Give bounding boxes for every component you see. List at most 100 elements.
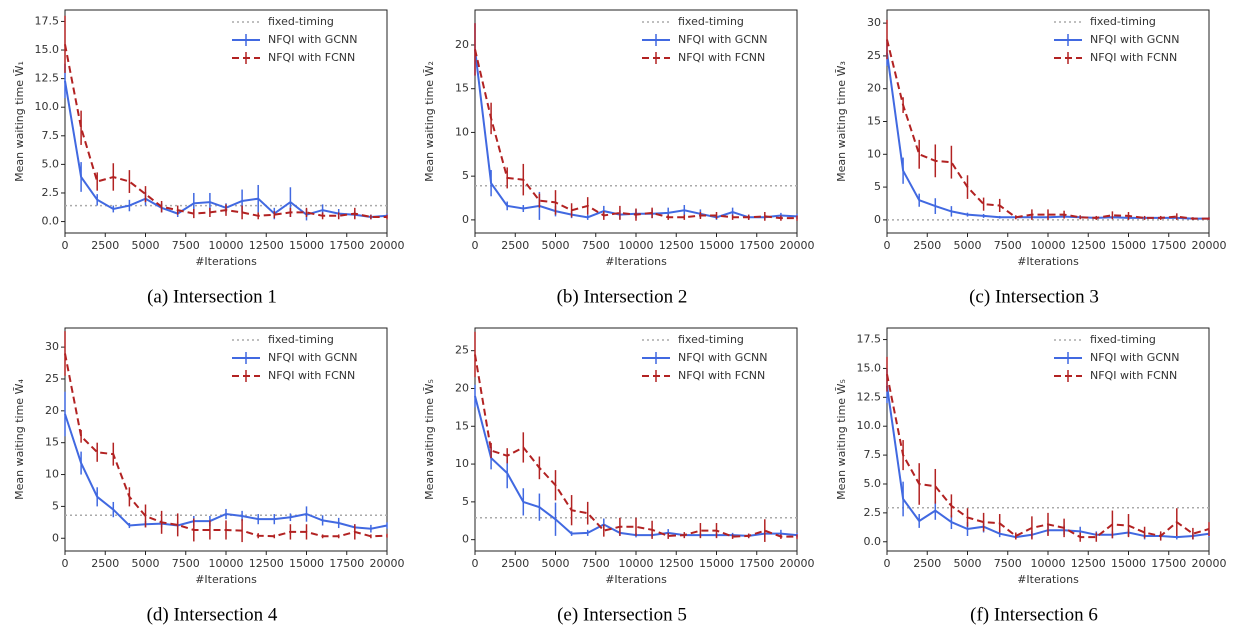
y-tick-label: 7.5 [42,129,60,142]
x-tick-label: 0 [472,557,479,570]
x-tick-label: 2500 [501,557,529,570]
y-axis-label: Mean waiting time W̄₅ [835,379,848,500]
legend-label: NFQI with GCNN [1090,351,1179,364]
legend-label: NFQI with FCNN [1090,51,1177,64]
series-line [64,44,387,218]
chart-panel: 0 5 10 15 20 25 30 0 2500 5000 7500 10000 12500 15000… [13,327,405,625]
x-tick-label: 15000 [289,239,324,252]
series-line [64,353,388,538]
x-tick-label: 7500 [172,557,200,570]
caption: (c) Intersection 3 [969,286,1099,307]
x-tick-label: 7500 [582,557,610,570]
series-line [886,374,1210,539]
y-tick-label: 15.0 [35,43,60,56]
chart-panel: 0.0 2.5 5.0 7.5 10.0 12.5 15.0 17.5 0 2500 5000 750… [13,9,405,307]
y-tick-label: 10.0 [857,419,882,432]
x-tick-label: 7500 [994,557,1022,570]
x-tick-label: 20000 [370,557,405,570]
x-tick-label: 17500 [1151,557,1186,570]
x-tick-label: 12500 [659,557,694,570]
series-line [64,413,388,530]
x-tick-label: 0 [472,239,479,252]
y-tick-label: 10.0 [35,100,60,113]
caption: (b) Intersection 2 [557,286,688,307]
y-tick-label: 30 [45,340,59,353]
legend-label: NFQI with GCNN [678,33,767,46]
y-tick-label: 7.5 [864,448,882,461]
caption: (d) Intersection 4 [147,604,278,625]
y-tick-label: 5.0 [864,477,882,490]
caption: (f) Intersection 6 [970,604,1098,625]
x-tick-label: 2500 [91,557,119,570]
y-tick-label: 2.5 [42,186,60,199]
y-tick-label: 17.5 [857,333,882,346]
y-tick-label: 12.5 [35,72,60,85]
y-tick-label: 15 [45,436,59,449]
legend-label: fixed-timing [678,15,744,28]
x-tick-label: 17500 [329,557,364,570]
x-tick-label: 15000 [699,557,734,570]
x-tick-label: 17500 [739,557,774,570]
x-axis-label: #Iterations [605,255,667,268]
x-tick-label: 17500 [739,239,774,252]
x-tick-label: 20000 [780,557,815,570]
y-tick-label: 0.0 [42,215,60,228]
chart-panel: 0.0 2.5 5.0 7.5 10.0 12.5 15.0 17.5 0 2500 5000 750… [835,327,1227,625]
x-tick-label: 5000 [542,557,570,570]
caption: (e) Intersection 5 [557,604,687,625]
x-tick-label: 12500 [249,239,284,252]
legend-label: NFQI with GCNN [678,351,767,364]
chart-panel: 0 5 10 15 20 25 30 0 2500 5000 7500 10000 12500 15000… [835,9,1227,307]
legend-label: fixed-timing [1090,333,1156,346]
legend-label: NFQI with GCNN [1090,33,1179,46]
x-tick-label: 10000 [209,557,244,570]
y-axis-label: Mean waiting time W̄₅ [423,379,436,500]
y-tick-label: 5 [462,169,469,182]
x-axis-label: #Iterations [195,255,257,268]
x-tick-label: 10000 [1031,557,1066,570]
y-tick-label: 0 [462,213,469,226]
legend-label: fixed-timing [268,333,334,346]
y-tick-label: 2.5 [864,506,882,519]
y-tick-label: 0 [52,531,59,544]
chart-panel: 0 5 10 15 20 0 2500 5000 7500 10000 12500 15000 1750… [423,9,815,307]
y-tick-label: 25 [867,49,881,62]
x-tick-label: 15000 [1111,557,1146,570]
x-tick-label: 0 [62,557,69,570]
x-tick-label: 20000 [780,239,815,252]
x-tick-label: 15000 [1111,239,1146,252]
x-tick-label: 7500 [172,239,200,252]
x-tick-label: 10000 [619,239,654,252]
y-tick-label: 25 [45,372,59,385]
legend-label: fixed-timing [678,333,744,346]
x-tick-label: 10000 [1031,239,1066,252]
x-tick-label: 0 [884,557,891,570]
y-tick-label: 25 [455,344,469,357]
y-tick-label: 5 [52,499,59,512]
x-tick-label: 5000 [954,239,982,252]
y-tick-label: 17.5 [35,14,60,27]
x-tick-label: 5000 [132,239,160,252]
series-line [474,49,797,220]
legend-label: NFQI with FCNN [268,51,355,64]
chart-panel: 0 5 10 15 20 25 0 2500 5000 7500 10000 12500 15000 17… [423,327,815,625]
y-tick-label: 15.0 [857,361,882,374]
y-axis-label: Mean waiting time W̄₄ [13,379,26,500]
legend-label: NFQI with FCNN [678,369,765,382]
x-tick-label: 2500 [913,239,941,252]
legend-label: NFQI with GCNN [268,33,357,46]
x-axis-label: #Iterations [1017,573,1079,586]
x-tick-label: 2500 [501,239,529,252]
y-tick-label: 20 [45,404,59,417]
x-tick-label: 15000 [699,239,734,252]
x-tick-label: 0 [62,239,69,252]
x-tick-label: 17500 [329,239,364,252]
x-tick-label: 12500 [1071,239,1106,252]
x-tick-label: 12500 [1071,557,1106,570]
x-tick-label: 20000 [1192,239,1227,252]
y-axis-label: Mean waiting time W̄₃ [835,61,848,182]
y-tick-label: 0.0 [864,535,882,548]
y-tick-label: 10 [455,125,469,138]
y-tick-label: 10 [455,457,469,470]
